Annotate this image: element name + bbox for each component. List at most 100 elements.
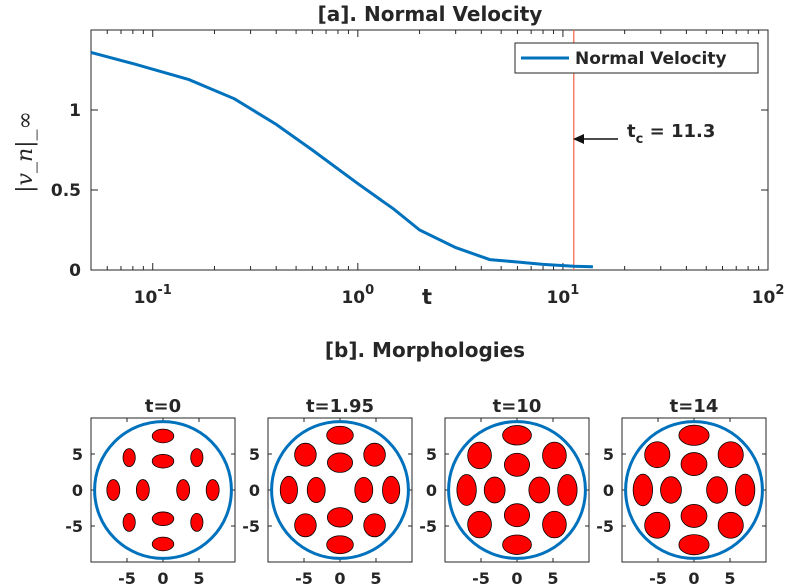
chart-a-y-label-text: |v_n|_∞: [13, 111, 38, 193]
y-tick-label: 5: [249, 445, 260, 464]
precipitate-blob: [151, 536, 175, 552]
y-tick-label: 5: [72, 445, 83, 464]
precipitate-blob: [717, 441, 744, 469]
precipitate-blob: [326, 535, 354, 555]
y-tick-label: -5: [65, 517, 83, 536]
precipitate-blob: [467, 510, 492, 539]
domain-circle: [447, 420, 587, 560]
chart-b-panels: t=0-5 0 550-5t=1.95-5 0 550-5t=10-5 0 550-5t=1…: [65, 396, 767, 588]
x-tick-label: 0: [511, 569, 522, 588]
precipitate-blob: [106, 479, 121, 501]
y-tick-label: -5: [242, 517, 260, 536]
chart-a-x-tick-labels: 10-1 100 101 102: [134, 283, 785, 308]
morphology-panel-title: t=1.95: [306, 396, 374, 417]
morphology-panel: t=1.95 -5 0 5 5 0 -5: [242, 396, 413, 588]
x-tick-label: -5: [649, 569, 667, 588]
precipitate-blob: [528, 476, 551, 504]
precipitate-blob: [735, 473, 756, 507]
precipitate-blob: [456, 474, 477, 506]
precipitate-blob: [176, 479, 191, 501]
y-tick-label: -5: [596, 517, 614, 536]
y-tick-label: 0.5: [51, 181, 81, 201]
x-tick-label: -5: [295, 569, 313, 588]
chart-a-y-label: |v_n|_∞: [13, 111, 38, 193]
precipitate-blob: [294, 513, 317, 538]
x-tick-label: 5: [724, 569, 735, 588]
y-tick-label: 5: [603, 445, 614, 464]
precipitate-blob: [326, 425, 354, 445]
precipitate-blob: [542, 510, 567, 539]
morphology-panel-title: t=0: [145, 396, 181, 417]
x-tick-label: 0: [334, 569, 345, 588]
precipitate-blob: [503, 503, 530, 528]
precipitate-blob: [326, 507, 353, 528]
morphology-panel: t=14 -5 0 5 5 0 -5: [596, 396, 767, 588]
annotation-subscript: c: [636, 132, 644, 147]
precipitate-blob: [557, 474, 578, 506]
x-tick-label: 5: [547, 569, 558, 588]
morphology-panel-title: t=10: [493, 396, 542, 417]
svg-text:tc = 11.3: tc = 11.3: [627, 121, 715, 147]
precipitate-blob: [660, 476, 682, 504]
chart-a-annotation: tc = 11.3: [573, 121, 715, 147]
y-tick-label: 0: [249, 481, 260, 500]
annotation-value: = 11.3: [643, 121, 715, 142]
x-tick-label: 0: [688, 569, 699, 588]
precipitate-blob: [190, 448, 204, 468]
domain-circle: [270, 420, 410, 560]
precipitate-blob: [717, 511, 744, 539]
precipitate-blob: [706, 476, 728, 504]
precipitate-blob: [151, 428, 175, 444]
y-tick-label: 0: [603, 481, 614, 500]
precipitate-blob: [122, 448, 136, 468]
precipitate-blob: [279, 475, 298, 505]
y-tick-label: 1: [69, 101, 81, 121]
y-tick-label: 5: [426, 445, 437, 464]
x-tick-label: 100: [341, 283, 374, 308]
chart-a-series-normal-velocity: [90, 50, 593, 269]
chart-a-y-tick-labels: 00.51: [51, 101, 81, 281]
precipitate-blob: [467, 441, 492, 470]
precipitate-blob: [306, 476, 326, 503]
chart-a-legend: Normal Velocity: [514, 42, 759, 74]
precipitate-blob: [190, 513, 204, 532]
morphology-panel-title: t=14: [670, 396, 719, 417]
x-tick-label: 5: [193, 569, 204, 588]
precipitate-blob: [632, 473, 654, 507]
x-tick-label: 5: [370, 569, 381, 588]
chart-a-title: [a]. Normal Velocity: [318, 2, 543, 26]
legend-entry-normal-velocity: Normal Velocity: [575, 49, 727, 69]
precipitate-blob: [644, 441, 671, 469]
precipitate-blob: [502, 425, 532, 446]
precipitate-blob: [122, 513, 136, 532]
annotation-t: t: [627, 121, 636, 142]
precipitate-blob: [151, 453, 175, 469]
y-tick-label: -5: [419, 517, 437, 536]
chart-a-ticks: [90, 30, 769, 271]
domain-circle: [624, 420, 764, 560]
precipitate-blob: [680, 452, 708, 476]
precipitate-blob: [326, 452, 353, 473]
precipitate-blob: [502, 534, 532, 555]
x-tick-label: -5: [472, 569, 490, 588]
domain-circle: [93, 420, 233, 560]
precipitate-blob: [205, 479, 220, 501]
precipitate-blob: [294, 442, 317, 467]
precipitate-blob: [354, 476, 374, 503]
precipitate-blob: [363, 442, 386, 467]
precipitate-blob: [503, 452, 530, 477]
precipitate-blob: [382, 475, 401, 505]
precipitate-blob: [542, 441, 567, 470]
precipitate-blob: [680, 503, 708, 528]
x-tick-label: 101: [547, 283, 580, 308]
x-tick-label: 10-1: [134, 283, 172, 308]
precipitate-blob: [135, 479, 150, 501]
x-tick-label: 0: [157, 569, 168, 588]
x-tick-label: -5: [118, 569, 136, 588]
chart-b-title: [b]. Morphologies: [325, 338, 525, 362]
morphology-panel: t=0 -5 0 5 5 0 -5: [65, 396, 236, 588]
x-tick-label: 102: [752, 283, 785, 308]
y-tick-label: 0: [69, 261, 81, 281]
precipitate-blob: [644, 511, 671, 539]
